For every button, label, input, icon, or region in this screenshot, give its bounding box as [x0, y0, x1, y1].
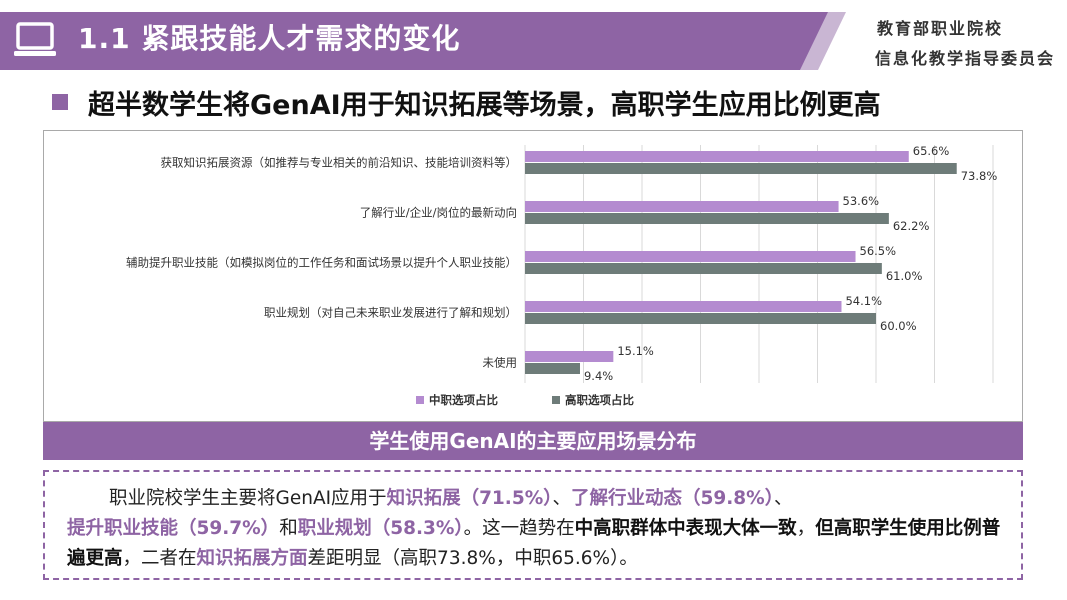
chart-panel: 获取知识拓展资源（如推荐与专业相关的前沿知识、技能培训资料等） 65.6% 73.8…: [43, 130, 1023, 422]
legend-swatch: [416, 396, 424, 404]
data-label: 73.8%: [961, 169, 998, 183]
data-label: 9.4%: [584, 369, 613, 383]
data-label: 54.1%: [845, 294, 882, 308]
category-label: 未使用: [483, 356, 518, 370]
page-title: 1.1 紧跟技能人才需求的变化: [78, 22, 461, 55]
desc-text: ，: [796, 518, 816, 539]
category-label: 了解行业/企业/岗位的最新动向: [360, 206, 517, 220]
desc-highlight: 提升职业技能（59.7%）: [67, 518, 280, 539]
bar: [525, 251, 856, 262]
org-line-1: 教育部职业院校: [876, 19, 1003, 38]
desc-text: ，二者在: [122, 548, 197, 569]
bar: [525, 213, 889, 224]
desc-highlight: 了解行业动态（59.8%）: [571, 488, 774, 509]
bar: [525, 301, 842, 312]
bar: [525, 351, 614, 362]
data-label: 62.2%: [893, 219, 930, 233]
desc-text: 、: [773, 488, 793, 509]
legend-label: 中职选项占比: [429, 393, 498, 407]
desc-highlight: 知识拓展方面: [196, 548, 308, 569]
legend-label: 高职选项占比: [565, 393, 634, 407]
category-label: 辅助提升职业技能（如模拟岗位的工作任务和面试场景以提升个人职业技能）: [126, 256, 517, 270]
subtitle: 超半数学生将GenAI用于知识拓展等场景，高职学生应用比例更高: [88, 90, 881, 121]
category-label: 职业规划（对自己未来职业发展进行了解和规划）: [264, 306, 517, 320]
desc-text: 和: [279, 518, 298, 539]
bar: [525, 163, 957, 174]
desc-text: 、: [552, 488, 572, 509]
laptop-icon: [14, 22, 56, 56]
desc-text: 差距明显（高职73.8%，中职65.6%）。: [307, 548, 638, 569]
category-label: 获取知识拓展资源（如推荐与专业相关的前沿知识、技能培训资料等）: [161, 156, 518, 170]
data-label: 60.0%: [880, 319, 917, 333]
chart-caption: 学生使用GenAI的主要应用场景分布: [43, 422, 1023, 460]
bar: [525, 201, 839, 212]
desc-bold: 中高职群体中表现大体一致: [574, 518, 797, 539]
desc-text: 。这一趋势在: [463, 518, 575, 539]
description-box: 职业院校学生主要将GenAI应用于知识拓展（71.5%）、了解行业动态（59.8…: [43, 470, 1023, 580]
bar: [525, 363, 580, 374]
desc-highlight: 知识拓展（71.5%）: [386, 488, 553, 509]
desc-bold: 但高职学生使用比例普遍更高: [67, 518, 1001, 569]
data-label: 53.6%: [843, 194, 880, 208]
bar: [525, 151, 909, 162]
subtitle-bullet-icon: [52, 94, 68, 110]
desc-text: 职业院校学生主要将GenAI应用于: [109, 488, 387, 509]
org-line-2: 信息化教学指导委员会: [874, 49, 1055, 68]
header-banner: [0, 12, 840, 70]
organization-name: 教育部职业院校 信息化教学指导委员会: [875, 14, 1055, 74]
bar-chart: 获取知识拓展资源（如推荐与专业相关的前沿知识、技能培训资料等） 65.6% 73.8…: [126, 144, 998, 407]
data-label: 15.1%: [617, 344, 654, 358]
legend-swatch: [552, 396, 560, 404]
desc-highlight: 职业规划（58.3%）: [297, 518, 464, 539]
bar: [525, 313, 876, 324]
data-label: 61.0%: [886, 269, 923, 283]
bar: [525, 263, 882, 274]
data-label: 65.6%: [913, 144, 950, 158]
data-label: 56.5%: [860, 244, 897, 258]
